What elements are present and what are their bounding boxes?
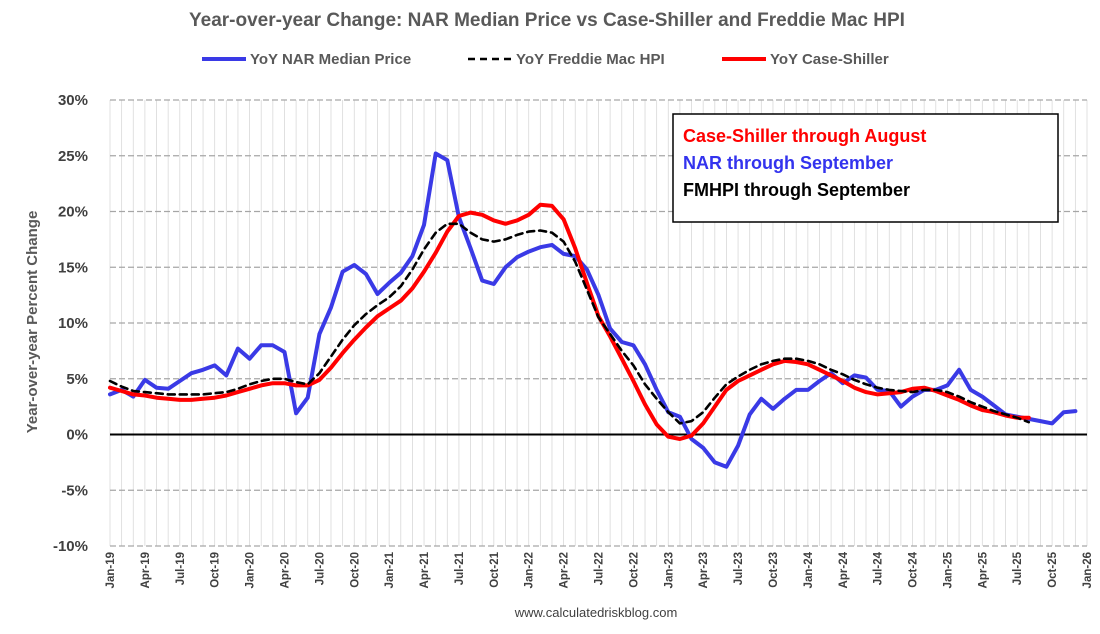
series-line-yoy-nar-median-price [108,151,1078,469]
x-tick-label: Jul-19 [175,552,187,585]
annotation-line-case-shiller: Case-Shiller through August [683,126,926,146]
x-tick-label: Apr-22 [559,552,571,588]
chart-title: Year-over-year Change: NAR Median Price … [189,10,905,31]
x-tick-label: Oct-25 [1047,551,1059,587]
x-tick-label: Apr-24 [838,551,850,588]
x-tick-label: Apr-21 [419,551,431,588]
x-tick-label: Jan-21 [384,551,396,588]
x-tick-label: Oct-24 [908,551,920,587]
series-layer [108,151,1078,469]
series-line-yoy-case-shiller [108,202,1031,441]
y-tick-label: 30% [58,92,88,109]
x-tick-label: Apr-25 [977,551,989,588]
annotation-line-nar: NAR through September [683,153,893,173]
x-tick-label: Jan-24 [803,551,815,588]
y-tick-label: 20% [58,204,88,221]
x-tick-label: Apr-19 [140,552,152,588]
annotation-box: Case-Shiller through August NAR through … [672,113,1059,223]
x-tick-label: Jan-26 [1082,552,1094,588]
horizontal-gridlines [110,99,1087,547]
y-axis-label: Year-over-year Percent Change [24,211,41,434]
x-tick-label: Apr-23 [698,552,710,588]
x-tick-label: Oct-22 [628,552,640,588]
x-tick-label: Apr-20 [279,552,291,588]
y-tick-label: -5% [61,482,88,499]
x-tick-label: Jul-23 [733,552,745,585]
series-line-yoy-freddie-mac-hpi [108,222,1031,425]
y-tick-label: 25% [58,148,88,165]
x-tick-label: Jul-22 [594,552,606,585]
x-tick-label: Jul-24 [873,551,885,585]
x-axis-ticks: Jan-19 Apr-19 Jul-19 Oct-19 Jan-20 Apr-20 Jul-… [105,551,1094,588]
x-tick-label: Jul-25 [1012,551,1024,585]
y-tick-label: 10% [58,315,88,332]
legend-label: YoY NAR Median Price [250,51,411,68]
x-tick-label: Jan-19 [105,552,117,588]
x-tick-label: Jan-20 [245,552,257,588]
x-tick-label: Jul-20 [314,552,326,585]
x-tick-label: Oct-23 [768,552,780,588]
x-tick-label: Jan-25 [942,551,954,588]
x-tick-label: Oct-21 [489,551,501,587]
x-tick-label: Oct-20 [349,552,361,588]
y-axis-ticks: -10% -5% 0% 5% 10% 15% 20% 25% 30% [53,92,88,555]
legend-label: YoY Case-Shiller [770,51,889,68]
y-tick-label: 15% [58,259,88,276]
y-tick-label: 5% [66,371,88,388]
y-tick-label: -10% [53,538,88,555]
x-tick-label: Jan-23 [663,552,675,588]
x-tick-label: Oct-19 [210,552,222,588]
x-tick-label: Jul-21 [454,551,466,585]
x-tick-label: Jan-22 [524,552,536,588]
legend-label: YoY Freddie Mac HPI [516,51,665,68]
annotation-line-fmhpi: FMHPI through September [683,180,910,200]
legend: YoY NAR Median Price YoY Freddie Mac HPI Y… [202,51,889,68]
source-url: www.calculatedriskblog.com [514,605,678,620]
y-tick-label: 0% [66,427,88,444]
